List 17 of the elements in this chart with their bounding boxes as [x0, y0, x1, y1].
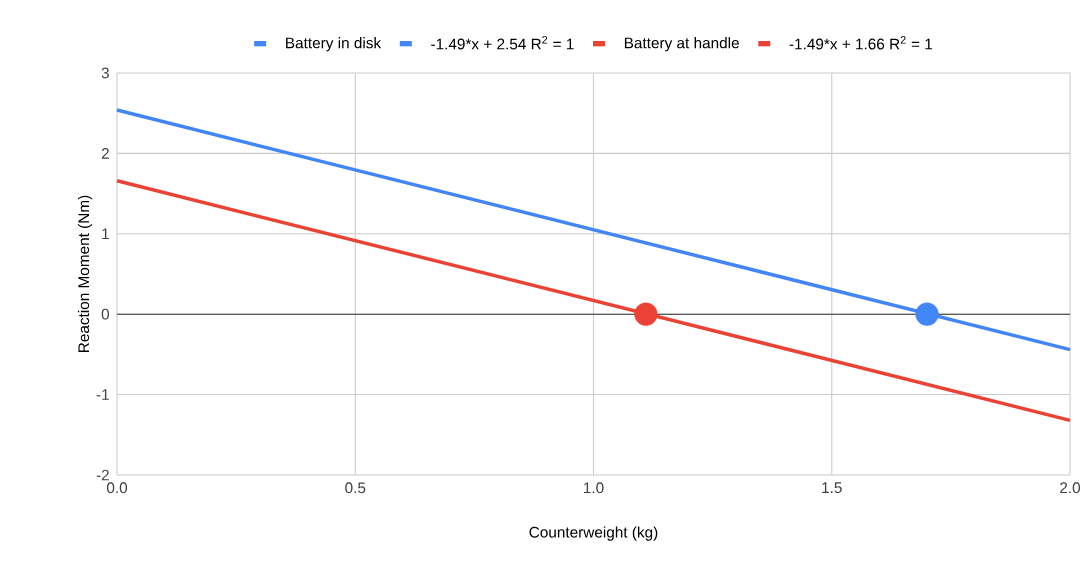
x-tick-label: 1.5: [822, 482, 842, 494]
y-tick-label: -2: [96, 469, 109, 481]
legend-label: -1.49*x + 2.54 R$^{2}$ = 1: [431, 36, 574, 50]
legend-label: Battery in disk: [286, 37, 382, 52]
y-tick-label: 1: [102, 228, 109, 240]
y-tick-label: 2: [101, 148, 109, 159]
x-tick-label: 2.0: [1060, 482, 1081, 494]
x-tick-label: 0.0: [106, 482, 128, 494]
y-tick-label: 3: [101, 67, 109, 79]
x-tick-label: 0.5: [345, 482, 366, 494]
y-axis-title: Reaction Moment (Nm): [77, 195, 93, 352]
legend-label: -1.49*x + 1.66 R$^{2}$ = 1: [789, 36, 933, 50]
x-axis-title: Counterweight (kg): [529, 526, 658, 541]
x-tick-label: 1.0: [584, 482, 604, 494]
y-tick-label: 0: [101, 308, 110, 320]
legend-label: Battery at handle: [624, 37, 739, 52]
y-tick-label: -1: [96, 389, 109, 400]
